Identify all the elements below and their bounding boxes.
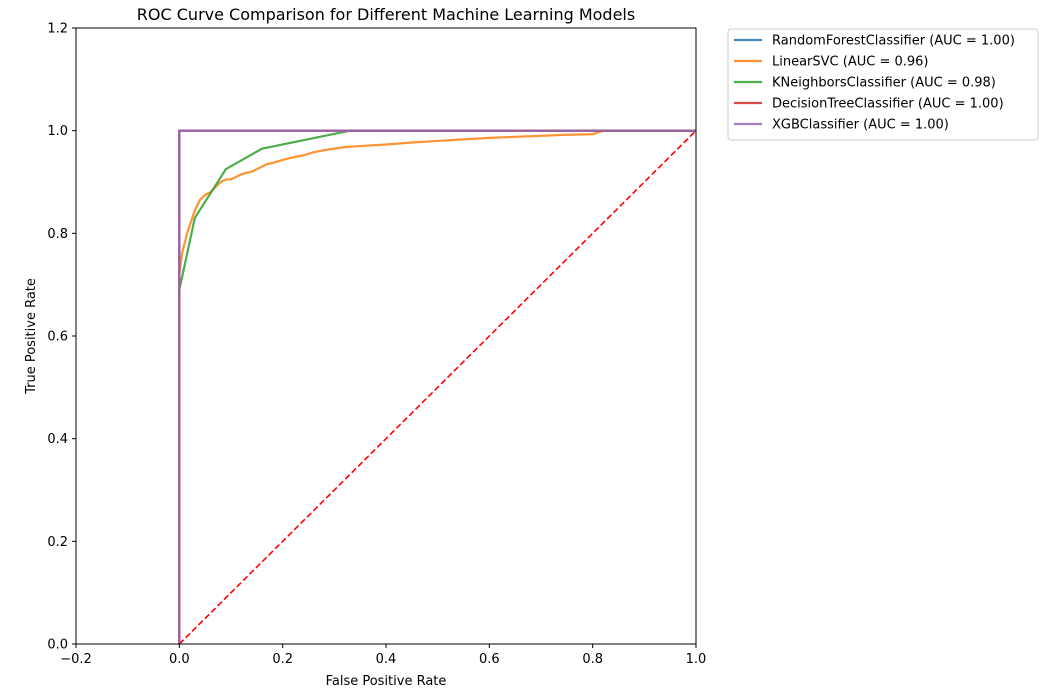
reference-line-layer <box>178 130 697 645</box>
legend-label: LinearSVC (AUC = 0.96) <box>772 55 929 70</box>
x-axis-label: False Positive Rate <box>326 674 447 689</box>
chart-title: ROC Curve Comparison for Different Machi… <box>137 5 635 24</box>
legend-label: RandomForestClassifier (AUC = 1.00) <box>772 34 1015 49</box>
legend-label: DecisionTreeClassifier (AUC = 1.00) <box>772 97 1004 112</box>
legend-label: XGBClassifier (AUC = 1.00) <box>772 118 949 133</box>
y-axis: 0.0 0.2 0.4 0.6 0.8 1.0 1.2 <box>47 22 76 653</box>
y-tick-label: 1.2 <box>47 22 68 37</box>
y-tick-label: 0.0 <box>47 638 68 653</box>
series-line-4 <box>178 129 696 644</box>
x-tick-label: 0.4 <box>376 652 397 667</box>
x-tick-label: 1.0 <box>686 652 707 667</box>
series-layer <box>178 129 696 644</box>
legend-label: KNeighborsClassifier (AUC = 0.98) <box>772 76 996 91</box>
y-tick-label: 0.8 <box>47 227 68 242</box>
x-tick-label: 0.2 <box>272 652 293 667</box>
x-tick-label: −0.2 <box>60 652 92 667</box>
reference-diagonal-line <box>178 130 697 645</box>
plot-frame <box>75 27 697 645</box>
x-tick-label: 0.0 <box>169 652 190 667</box>
y-tick-label: 0.4 <box>47 432 68 447</box>
y-tick-label: 1.0 <box>47 124 68 139</box>
y-tick-label: 0.6 <box>47 330 68 345</box>
x-axis: −0.2 0.0 0.2 0.4 0.6 0.8 1.0 <box>60 644 706 667</box>
legend: RandomForestClassifier (AUC = 1.00) Linea… <box>727 28 1039 141</box>
series-line-1 <box>178 129 696 644</box>
x-tick-label: 0.8 <box>582 652 603 667</box>
y-axis-label: True Positive Rate <box>24 278 39 395</box>
x-tick-label: 0.6 <box>479 652 500 667</box>
legend-box <box>727 28 1039 141</box>
y-tick-label: 0.2 <box>47 535 68 550</box>
